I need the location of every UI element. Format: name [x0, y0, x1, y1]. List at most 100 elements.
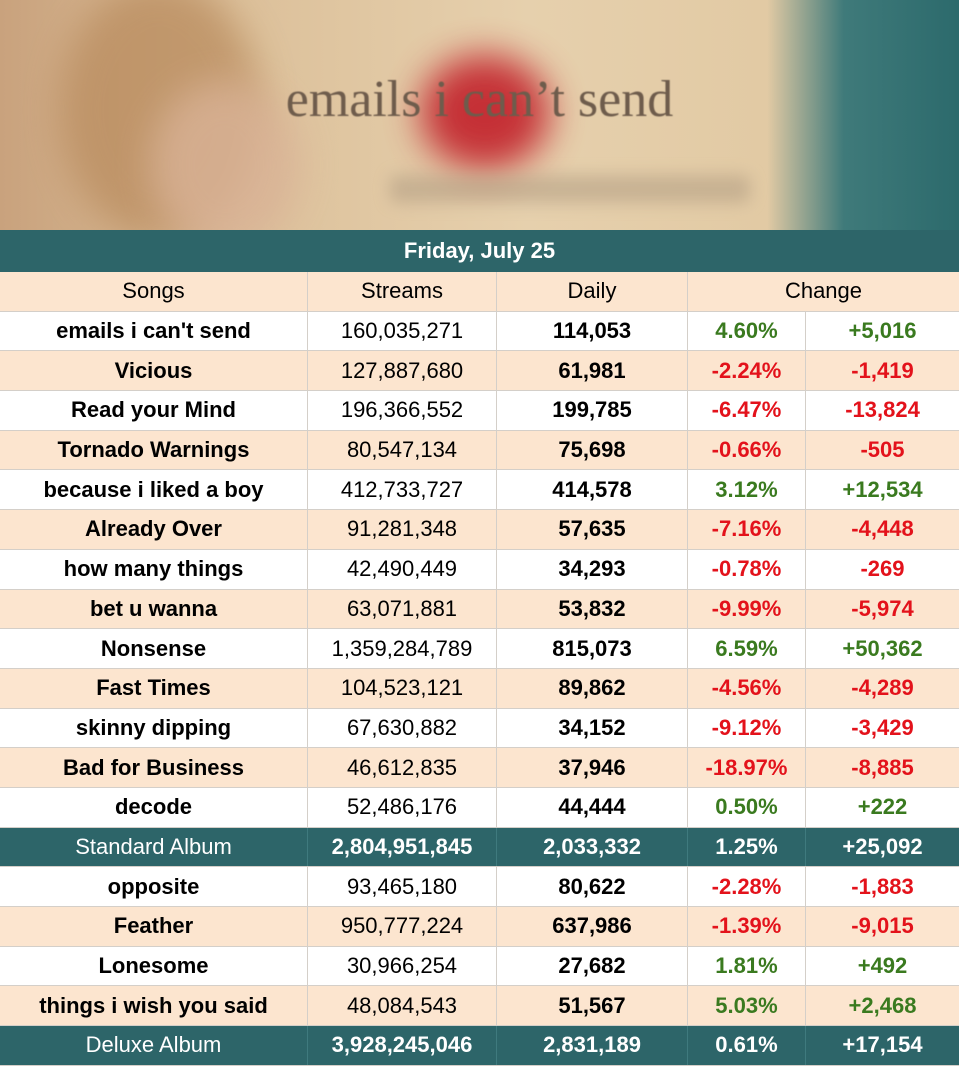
streams: 104,523,121 [308, 668, 497, 708]
change: -1,883 [851, 873, 914, 899]
daily: 815,073 [497, 629, 688, 668]
percent-change: 0.50% [688, 787, 806, 827]
daily: 51,567 [497, 986, 688, 1026]
change: -269 [860, 556, 905, 582]
streams: 1,359,284,789 [308, 629, 497, 668]
change: +12,534 [842, 476, 923, 502]
change: -8,885 [851, 754, 914, 780]
song: Tornado Warnings [0, 430, 308, 470]
song: Fast Times [0, 668, 308, 708]
song: Lonesome [0, 946, 308, 986]
change: -4,289 [851, 675, 914, 701]
song: things i wish you said [0, 986, 308, 1026]
streams: 67,630,882 [308, 708, 497, 748]
song: skinny dipping [0, 708, 308, 748]
song-row: skinny dipping 67,630,882 34,152 -9.12% -3,4… [0, 708, 959, 749]
daily: 114,053 [497, 311, 688, 351]
percent-change: 0.61% [688, 1026, 806, 1065]
song: Standard Album [0, 827, 308, 867]
song: Nonsense [0, 629, 308, 668]
daily: 414,578 [497, 470, 688, 510]
percent-change: -6.47% [688, 391, 806, 430]
column-header: Change [784, 278, 863, 304]
song: because i liked a boy [0, 470, 308, 510]
streams: 80,547,134 [308, 430, 497, 470]
change: +2,468 [848, 992, 917, 1018]
song-row: Fast Times 104,523,121 89,862 -4.56% -4,289 [0, 668, 959, 709]
daily: 34,152 [497, 708, 688, 748]
streams: 63,071,881 [308, 589, 497, 629]
daily: 44,444 [497, 787, 688, 827]
change: -9,015 [851, 913, 914, 939]
percent-change: -7.16% [688, 510, 806, 549]
change: -13,824 [845, 397, 920, 423]
daily: 80,622 [497, 867, 688, 906]
change: +50,362 [842, 635, 923, 661]
change: +17,154 [842, 1032, 923, 1058]
daily: 57,635 [497, 510, 688, 549]
song-row: how many things 42,490,449 34,293 -0.78% -26… [0, 549, 959, 590]
song: bet u wanna [0, 589, 308, 629]
header-row: Songs Streams Daily Change [0, 272, 959, 312]
song: Deluxe Album [0, 1026, 308, 1065]
total-row: Deluxe Album 3,928,245,046 2,831,189 0.61% +… [0, 1026, 959, 1066]
banner-subtitle [390, 175, 750, 203]
streams: 46,612,835 [308, 748, 497, 787]
percent-change: -4.56% [688, 668, 806, 708]
change: -3,429 [851, 714, 914, 740]
song-row: Bad for Business 46,612,835 37,946 -18.97% -… [0, 748, 959, 788]
daily: 37,946 [497, 748, 688, 787]
streams: 950,777,224 [308, 907, 497, 946]
banner-title: emails i can’t send [285, 71, 674, 128]
table-body: emails i can't send 160,035,271 114,053 4.6… [0, 311, 959, 1066]
date-row: Friday, July 25 [0, 230, 959, 272]
daily: 53,832 [497, 589, 688, 629]
song-row: because i liked a boy 412,733,727 414,578 3… [0, 470, 959, 511]
daily: 34,293 [497, 549, 688, 589]
column-header: Songs [0, 272, 308, 311]
change: +5,016 [848, 318, 917, 344]
daily: 89,862 [497, 668, 688, 708]
streams: 2,804,951,845 [308, 827, 497, 867]
song: Feather [0, 907, 308, 946]
date: Friday, July 25 [403, 238, 556, 263]
streams: 3,928,245,046 [308, 1026, 497, 1065]
streams: 48,084,543 [308, 986, 497, 1026]
change: +25,092 [842, 833, 923, 859]
song: opposite [0, 867, 308, 906]
percent-change: -0.78% [688, 549, 806, 589]
percent-change: 4.60% [688, 311, 806, 351]
percent-change: -0.66% [688, 430, 806, 470]
daily: 2,831,189 [497, 1026, 688, 1065]
streams: 30,966,254 [308, 946, 497, 986]
streams: 93,465,180 [308, 867, 497, 906]
streams: 196,366,552 [308, 391, 497, 430]
song: Read your Mind [0, 391, 308, 430]
song-row: Vicious 127,887,680 61,981 -2.24% -1,419 [0, 351, 959, 392]
change: -5,974 [851, 595, 914, 621]
song: emails i can't send [0, 311, 308, 351]
song-row: Already Over 91,281,348 57,635 -7.16% -4,448 [0, 510, 959, 550]
song-row: emails i can't send 160,035,271 114,053 4.6… [0, 311, 959, 352]
banner: emails i can’t send [0, 0, 959, 230]
percent-change: -9.12% [688, 708, 806, 748]
song-row: opposite 93,465,180 80,622 -2.28% -1,883 [0, 867, 959, 907]
percent-change: -18.97% [688, 748, 806, 787]
banner-heart [420, 55, 550, 170]
song-row: Feather 950,777,224 637,986 -1.39% -9,015 [0, 907, 959, 947]
percent-change: 3.12% [688, 470, 806, 510]
song-row: Read your Mind 196,366,552 199,785 -6.47% -1… [0, 391, 959, 431]
streams: 52,486,176 [308, 787, 497, 827]
daily: 61,981 [497, 351, 688, 391]
song-row: decode 52,486,176 44,444 0.50% +222 [0, 787, 959, 828]
banner-figure [150, 80, 300, 230]
percent-change: -1.39% [688, 907, 806, 946]
daily: 637,986 [497, 907, 688, 946]
percent-change: -2.24% [688, 351, 806, 391]
percent-change: 1.25% [688, 827, 806, 867]
percent-change: 6.59% [688, 629, 806, 668]
column-header: Streams [308, 272, 497, 311]
daily: 2,033,332 [497, 827, 688, 867]
column-header: Daily [497, 272, 688, 311]
